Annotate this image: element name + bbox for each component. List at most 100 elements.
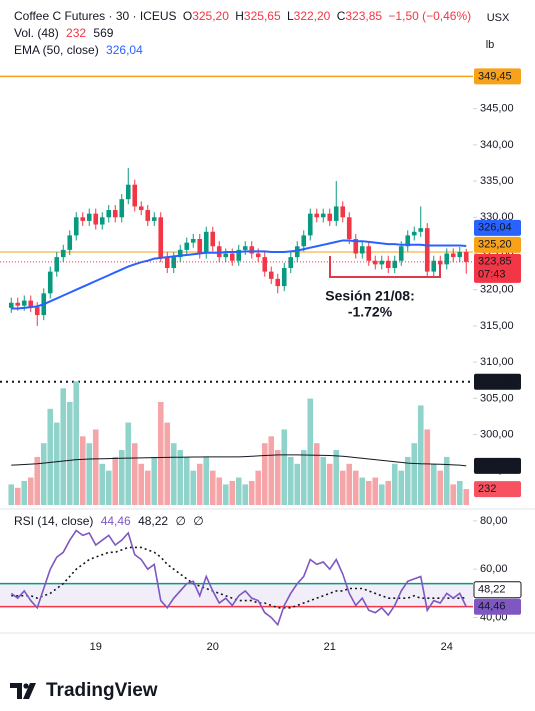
volume-bar [456,480,463,505]
y-tick-label: 345,00 [480,103,514,115]
candle-body [392,260,398,268]
legend-ema: EMA (50, close) 326,04 [14,43,143,57]
x-tick-label: 20 [207,641,219,653]
candle-body [385,260,391,268]
volume-bar [346,463,353,505]
volume-bar [196,463,203,505]
candle-body [398,246,404,261]
volume-bar [333,450,340,505]
volume-bar [125,422,132,505]
rsi-ma-value: 48,22 [138,514,168,528]
candle-body [327,213,333,221]
volume-bar [398,470,405,505]
candle-body [8,302,14,308]
price-badge [474,457,521,474]
volume-bar [450,484,457,505]
candle-body [275,278,281,287]
legend-volume: Vol. (48) 232 569 [14,26,114,40]
volume-bar [66,401,73,505]
candle-body [15,302,21,306]
price-badge-label: 569 [478,460,496,472]
candle-body [164,257,170,268]
candle-body [125,184,131,200]
price-badge [474,373,521,390]
rsi-extra: ∅ [175,514,185,528]
volume-bar [144,470,151,505]
candle-body [288,257,294,268]
candle-body [294,246,300,258]
ohlc-value: 325,20 [192,9,229,23]
candle-body [158,217,164,258]
price-badge [474,481,521,498]
logo-mark [23,683,36,699]
legend-main: Coffee C Futures · 30 · ICEUS O325,20 H3… [14,9,471,23]
y-tick-label: 335,00 [480,175,514,187]
price-badge-label: 323,85 [478,256,512,268]
volume-bar [463,489,470,505]
volume-bar [151,456,158,505]
volume-bar [53,422,60,505]
volume-bar [105,470,112,505]
volume-bar [79,436,86,505]
candle-body [418,228,424,232]
candle-body [262,257,268,272]
y-tick-label: 80,00 [480,515,508,527]
price-badge-label: 325,20 [478,239,512,251]
candle-body [320,213,326,218]
candle-body [171,257,177,268]
volume-bar [209,470,216,505]
candle-body [431,260,437,272]
volume-bar [216,477,223,505]
candle-body [67,235,73,250]
price-badge [474,253,521,283]
volume-bar [60,388,67,505]
volume-bar [274,450,281,505]
volume-bar [131,443,138,505]
volume-bar [14,487,21,505]
candle-body [463,252,469,262]
volume-bar [86,443,93,505]
ohlc-label: C [337,9,346,23]
volume-bar [34,456,41,505]
volume-bar [190,470,197,505]
price-badge [473,581,522,599]
candle-body [281,267,287,287]
ohlc-value: 322,20 [294,9,331,23]
price-badge [474,236,521,253]
volume-bar [339,470,346,505]
price-badge-label: 48,22 [478,584,506,596]
volume-bar [47,408,54,505]
logo: TradingView [10,680,158,701]
candle-body [119,199,125,218]
candle-body [28,300,34,308]
price-badge-label: 44,46 [478,601,506,613]
volume-bar [320,456,327,505]
y-tick-label: 310,00 [480,356,514,368]
volume-bar [203,456,210,505]
ohlc-label: L [287,9,294,23]
candle-body [210,231,216,247]
unit: lb [486,39,495,51]
candle-body [203,231,209,254]
volume-bar [138,463,145,505]
volume-bar [164,422,171,505]
volume-bar [424,429,431,505]
volume-bar [378,484,385,505]
candle-body [54,257,60,272]
logo-mark [23,683,29,689]
ohlc-label: O [183,9,192,23]
rsi-extra: ∅ [193,514,203,528]
candle-body [333,206,339,221]
legend-rsi: RSI (14, close) 44,46 48,22 ∅ ∅ [14,514,204,528]
candle-body [21,300,27,306]
volume-bar [255,470,262,505]
rsi-name: RSI (14, close) [14,514,93,528]
annotation-bracket [329,256,441,278]
candle-body [197,239,203,254]
candle-body [359,246,365,254]
candle-body [112,210,118,218]
candle-body [411,231,417,236]
ema-value: 326,04 [106,43,143,57]
candle-body [151,217,157,221]
volume-bar [326,463,333,505]
